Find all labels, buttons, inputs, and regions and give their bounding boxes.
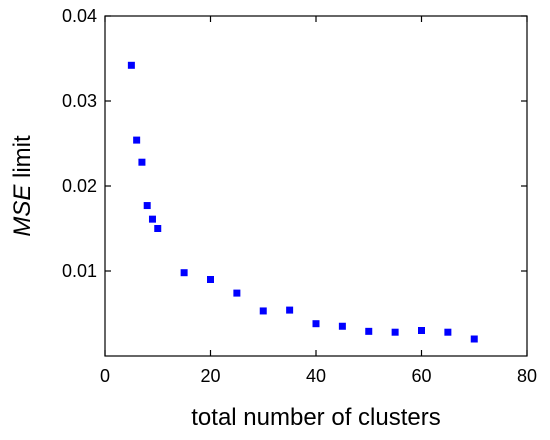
y-tick-label: 0.02 [62,176,97,196]
data-point [418,327,425,334]
y-tick-label: 0.03 [62,91,97,111]
data-points [127,61,478,343]
data-point [148,215,156,223]
data-point [444,328,452,336]
data-point [259,307,267,315]
data-point [207,276,214,283]
data-point [338,322,346,330]
x-tick-label: 0 [100,366,110,386]
plot-frame [104,15,528,357]
data-point [154,225,162,232]
x-tick-label: 20 [200,366,220,386]
data-point [233,289,241,297]
x-tick-label: 40 [306,366,326,386]
x-tick-label: 60 [411,366,431,386]
data-point [143,202,151,210]
tick-labels: 0 20 40 60 80 0.01 0.02 0.03 0.04 [62,6,537,386]
data-point [138,158,146,166]
y-axis-label-rest: limit [9,135,36,185]
x-axis-label: total number of clusters [191,404,440,431]
data-point [180,269,188,277]
y-axis-label-italic: MSE [9,184,36,237]
data-point [312,320,320,328]
y-axis-label: MSE limit [9,135,36,237]
axis-ticks [104,15,528,356]
data-point [391,328,399,336]
x-tick-label: 80 [517,366,537,386]
data-point [470,335,478,343]
data-point [133,136,141,144]
y-tick-label: 0.04 [62,6,97,26]
data-point [127,61,135,69]
y-tick-label: 0.01 [62,261,97,281]
data-point [365,327,373,335]
data-point [286,306,294,314]
plot-border [104,15,528,357]
